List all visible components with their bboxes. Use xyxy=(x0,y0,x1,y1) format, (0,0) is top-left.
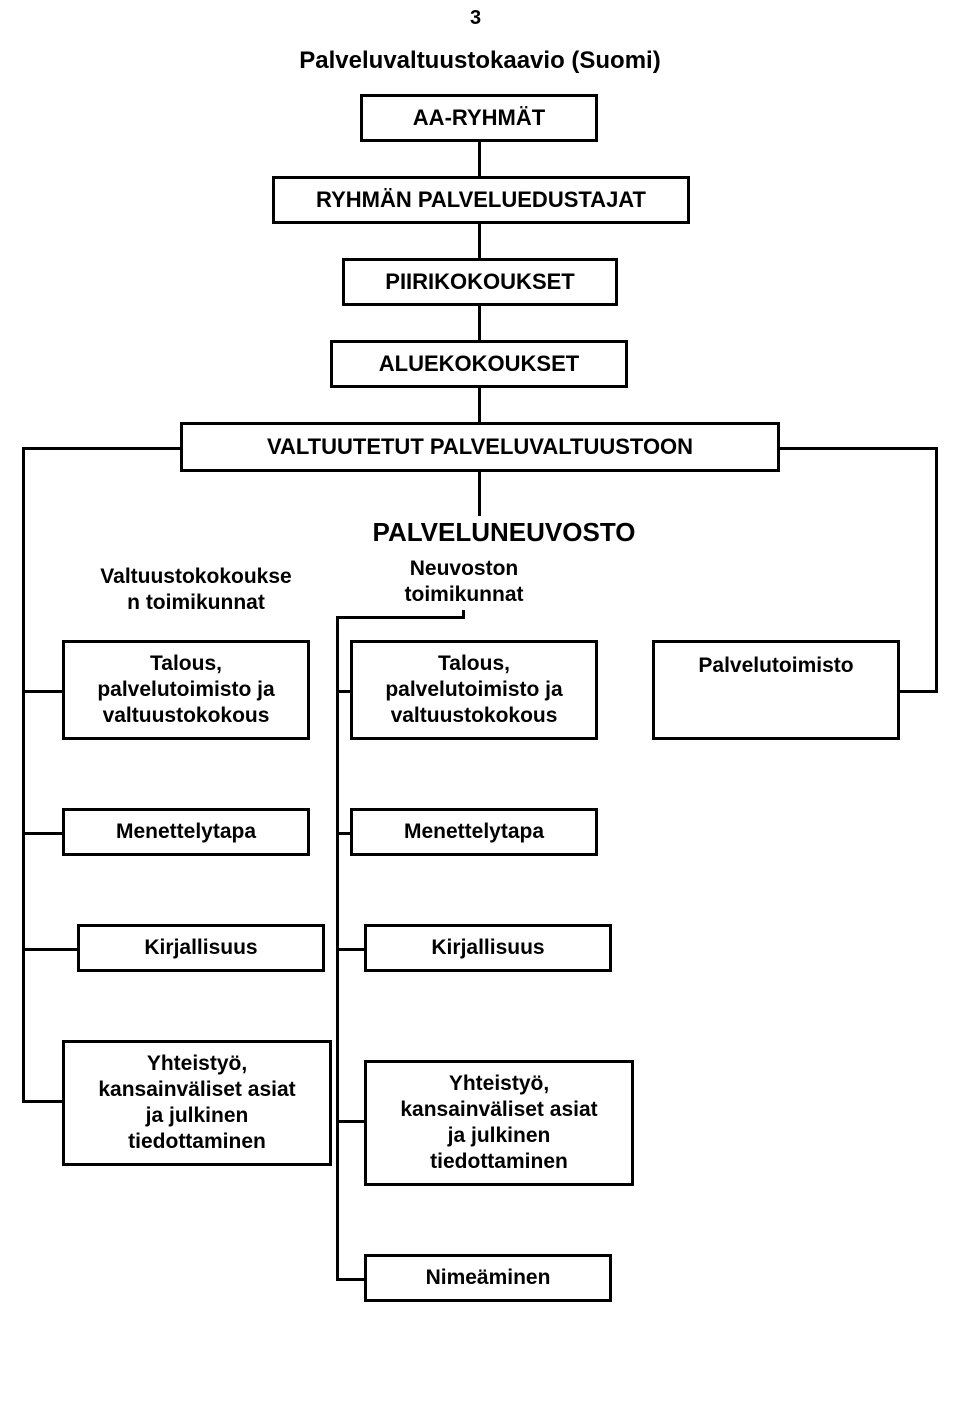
diagram-canvas: 3 Palveluvaltuustokaavio (Suomi) AA-RYHM… xyxy=(0,0,960,1416)
connector-line xyxy=(780,447,938,450)
node-valtuustokokouksen-toimikunnat: Valtuustokokoukse n toimikunnat xyxy=(78,564,314,617)
connector-line xyxy=(935,447,938,692)
connector-line xyxy=(22,948,77,951)
node-aa-ryhmat: AA-RYHMÄT xyxy=(360,94,598,142)
connector-line xyxy=(336,690,350,693)
node-talous-center: Talous, palvelutoimisto ja valtuustokoko… xyxy=(350,640,598,740)
node-palvelutoimisto: Palvelutoimisto xyxy=(652,640,900,740)
node-yhteistyo-left: Yhteistyö, kansainväliset asiat ja julki… xyxy=(62,1040,332,1166)
connector-line xyxy=(336,616,339,1278)
connector-line xyxy=(22,447,180,450)
connector-line xyxy=(336,1278,364,1281)
node-ryhman-palveluedustajat: RYHMÄN PALVELUEDUSTAJAT xyxy=(272,176,690,224)
connector-line xyxy=(22,832,62,835)
connector-line xyxy=(478,306,481,340)
node-piirikokoukset: PIIRIKOKOUKSET xyxy=(342,258,618,306)
connector-line xyxy=(336,948,364,951)
node-nimeaminen: Nimeäminen xyxy=(364,1254,612,1302)
connector-line xyxy=(478,224,481,258)
connector-line xyxy=(478,142,481,176)
page-number: 3 xyxy=(470,6,481,31)
node-menettelytapa-left: Menettelytapa xyxy=(62,808,310,856)
node-neuvoston-toimikunnat: Neuvoston toimikunnat xyxy=(394,556,534,609)
node-valtuutetut: VALTUUTETUT PALVELUVALTUUSTOON xyxy=(180,422,780,472)
node-kirjallisuus-center: Kirjallisuus xyxy=(364,924,612,972)
node-palveluneuvosto: PALVELUNEUVOSTO xyxy=(366,516,642,549)
connector-line xyxy=(900,690,938,693)
connector-line xyxy=(336,1120,364,1123)
connector-line xyxy=(22,690,62,693)
connector-line xyxy=(336,616,464,619)
diagram-title: Palveluvaltuustokaavio (Suomi) xyxy=(220,46,740,76)
node-yhteistyo-center: Yhteistyö, kansainväliset asiat ja julki… xyxy=(364,1060,634,1186)
connector-line xyxy=(336,832,350,835)
node-kirjallisuus-left: Kirjallisuus xyxy=(77,924,325,972)
connector-line xyxy=(22,1100,62,1103)
connector-line xyxy=(22,447,25,1103)
node-menettelytapa-center: Menettelytapa xyxy=(350,808,598,856)
node-aluekokoukset: ALUEKOKOUKSET xyxy=(330,340,628,388)
connector-line xyxy=(478,472,481,516)
node-talous-left: Talous, palvelutoimisto ja valtuustokoko… xyxy=(62,640,310,740)
connector-line xyxy=(462,610,465,619)
connector-line xyxy=(478,388,481,422)
